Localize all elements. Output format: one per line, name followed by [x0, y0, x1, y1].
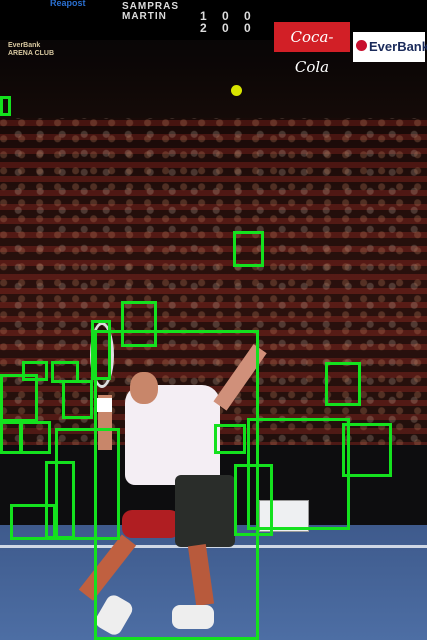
person-box — [20, 421, 51, 454]
coca-cola-banner: Coca-Cola — [274, 22, 350, 76]
person-box — [247, 418, 350, 530]
person-box — [325, 362, 361, 406]
person-box — [0, 374, 38, 422]
person-box — [214, 424, 246, 454]
scoreboard-scores: 1 0 0 2 0 0 — [200, 10, 257, 34]
player-wristband — [97, 398, 112, 412]
everbank-banner: EverBank — [353, 32, 427, 62]
person-box — [62, 380, 93, 419]
person-box — [22, 361, 48, 381]
scoreboard-name-2: MARTIN — [122, 11, 167, 22]
person-box-player — [94, 330, 259, 640]
cooler-box — [259, 500, 309, 532]
tennis-bag — [122, 510, 180, 538]
person-box — [342, 423, 392, 477]
everbank-arena-line2: ARENA CLUB — [8, 50, 55, 57]
person-box — [45, 461, 75, 539]
tennis-ball — [231, 85, 242, 96]
player-head — [130, 372, 158, 404]
scoreboard-top-text: Reapost — [50, 0, 86, 8]
person-box — [121, 301, 157, 347]
scoreboard-name-1: SAMPRAS — [122, 1, 180, 12]
everbank-arena-sign: EverBank ARENA CLUB — [8, 42, 54, 58]
everbank-arena-line1: EverBank — [8, 42, 41, 49]
player-right-shoe — [172, 605, 214, 629]
scoreboard-names: SAMPRAS MARTIN — [122, 2, 179, 22]
person-box — [0, 96, 11, 116]
person-box — [234, 464, 273, 536]
player-shorts — [175, 475, 235, 547]
person-box — [55, 428, 120, 540]
person-box — [91, 320, 111, 380]
everbank-logo-icon — [356, 40, 367, 51]
scoreboard-score-1: 1 0 0 — [200, 9, 257, 23]
person-box — [0, 421, 22, 454]
everbank-banner-text: EverBank — [369, 39, 427, 54]
person-box — [233, 231, 264, 267]
scoreboard-score-2: 2 0 0 — [200, 21, 257, 35]
person-box — [10, 504, 56, 540]
